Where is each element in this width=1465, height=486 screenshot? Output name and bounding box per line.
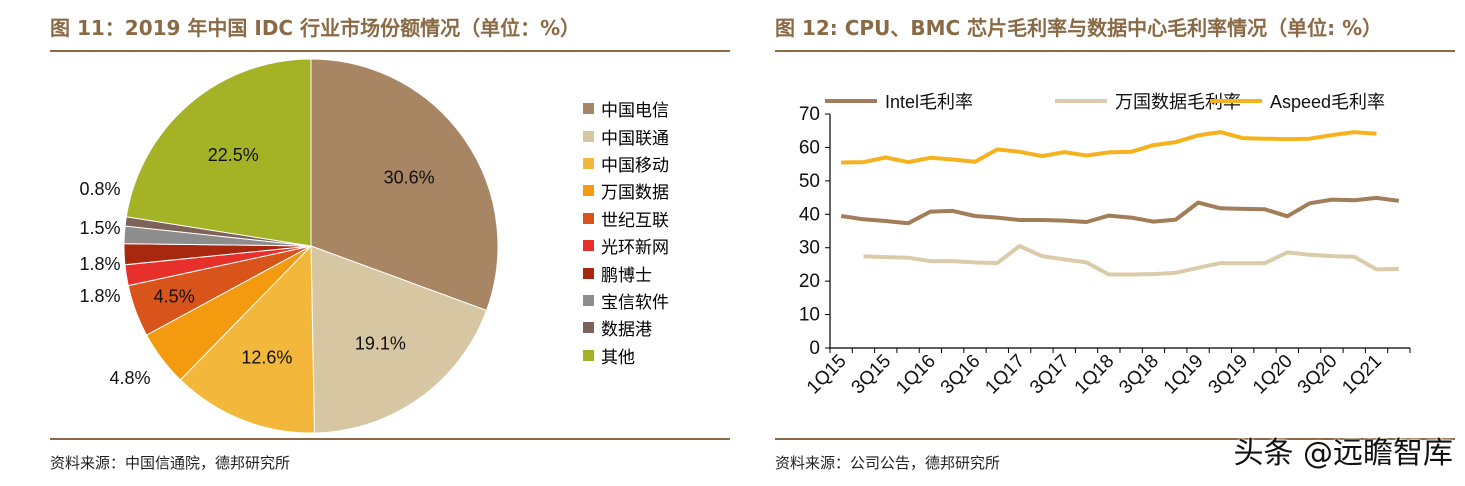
- pie-label-中国电信: 30.6%: [384, 168, 435, 188]
- pie-label-数据港: 0.8%: [79, 179, 120, 199]
- pie-slice-中国电信: [310, 58, 499, 312]
- x-tick-label: 3Q19: [1205, 351, 1253, 399]
- title-divider: [775, 50, 1455, 52]
- x-tick-label: 3Q17: [1026, 351, 1074, 399]
- x-tick-label: 1Q16: [892, 351, 940, 399]
- legend-label: 鹏博士: [601, 265, 652, 286]
- right-panel: 图 12: CPU、BMC 芯片毛利率与数据中心毛利率情况（单位: %） 0 10…: [770, 0, 1465, 486]
- legend-item-中国移动: 中国移动: [583, 150, 669, 177]
- legend-label: 中国联通: [601, 128, 669, 149]
- pie-label-万国数据: 4.8%: [109, 368, 150, 388]
- x-tick-label: 1Q19: [1160, 351, 1208, 399]
- x-tick-label: 1Q18: [1071, 351, 1119, 399]
- pie-label-中国联通: 19.1%: [355, 334, 406, 354]
- legend-swatch: [583, 157, 594, 169]
- source-divider: [775, 438, 1455, 440]
- y-tick-label: 40: [799, 204, 820, 225]
- legend-swatch: [583, 185, 594, 197]
- legend-item-中国联通: 中国联通: [583, 122, 669, 149]
- legend-item-其他: 其他: [583, 342, 669, 369]
- left-panel: 图 11：2019 年中国 IDC 行业市场份额情况（单位：%） 30.6% 19…: [50, 16, 730, 472]
- x-tick-label: 3Q18: [1115, 351, 1163, 399]
- pie-label-中国移动: 12.6%: [241, 347, 292, 367]
- line-chart: 0102030405060701Q153Q151Q163Q161Q173Q171…: [799, 92, 1411, 399]
- legend-swatch: [583, 212, 594, 224]
- legend-swatch: [583, 130, 594, 142]
- pie-label-其他: 22.5%: [208, 145, 259, 165]
- pie-legend: 中国电信中国联通中国移动万国数据世纪互联光环新网鹏博士宝信软件数据港其他: [583, 95, 669, 369]
- pie-label-光环新网: 1.8%: [79, 286, 120, 306]
- figure-12-title: 图 12: CPU、BMC 芯片毛利率与数据中心毛利率情况（单位: %）: [775, 16, 1383, 40]
- legend-swatch: [583, 294, 594, 306]
- title-divider: [50, 50, 730, 52]
- pie-label-鹏博士: 1.8%: [79, 254, 120, 274]
- legend-label: 其他: [601, 347, 635, 368]
- y-tick-label: 0: [809, 338, 820, 359]
- legend-swatch: [583, 267, 594, 279]
- legend-item-中国电信: 中国电信: [583, 95, 669, 122]
- legend-label-aspeed毛利率: Aspeed毛利率: [1270, 92, 1385, 112]
- figure-12-source: 资料来源：公司公告，德邦研究所: [775, 454, 1001, 472]
- x-tick-label: 1Q17: [981, 351, 1029, 399]
- x-tick-label: 3Q16: [937, 351, 985, 399]
- legend-label: 中国电信: [601, 101, 669, 122]
- legend-item-世纪互联: 世纪互联: [583, 205, 669, 232]
- figure-11-source: 资料来源：中国信通院，德邦研究所: [50, 454, 291, 472]
- y-tick-label: 30: [799, 238, 820, 259]
- watermark: 头条 @远瞻智库: [1233, 436, 1453, 471]
- legend-swatch: [583, 322, 594, 334]
- figure-11-title: 图 11：2019 年中国 IDC 行业市场份额情况（单位：%）: [50, 16, 581, 40]
- y-tick-label: 60: [799, 137, 820, 158]
- legend-label: 万国数据: [601, 183, 669, 204]
- pie-slice-中国联通: [310, 245, 488, 434]
- legend-swatch: [583, 103, 594, 115]
- pie-slice-中国移动: [179, 244, 316, 434]
- y-tick-label: 50: [799, 171, 820, 192]
- legend-label: 世纪互联: [601, 210, 669, 231]
- x-tick-label: 1Q21: [1338, 351, 1386, 399]
- legend-item-数据港: 数据港: [583, 314, 669, 341]
- legend-label: 中国移动: [601, 155, 669, 176]
- legend-label: 宝信软件: [601, 292, 669, 313]
- x-tick-label: 3Q20: [1294, 351, 1342, 399]
- legend-swatch: [583, 240, 594, 252]
- series-line-aspeed毛利率: [841, 130, 1377, 165]
- legend-item-宝信软件: 宝信软件: [583, 287, 669, 314]
- pie-label-世纪互联: 4.5%: [154, 287, 195, 307]
- legend-label: 数据港: [601, 320, 652, 341]
- legend-swatch: [583, 349, 594, 361]
- x-tick-label: 3Q15: [848, 351, 896, 399]
- source-divider: [50, 438, 730, 440]
- series-line-万国数据毛利率: [863, 244, 1399, 277]
- series-line-intel毛利率: [840, 195, 1400, 226]
- y-tick-label: 70: [799, 104, 820, 125]
- pie-label-宝信软件: 1.5%: [79, 218, 120, 238]
- legend-item-鹏博士: 鹏博士: [583, 259, 669, 286]
- pie-slice-其他: [125, 58, 312, 247]
- x-tick-label: 1Q20: [1249, 351, 1297, 399]
- pie-chart: 30.6% 19.1% 12.6% 4.8% 4.5% 1.8% 1.8% 1.5% 0.8% 2…: [79, 58, 499, 434]
- y-tick-label: 10: [799, 305, 820, 326]
- legend-item-万国数据: 万国数据: [583, 177, 669, 204]
- legend-item-光环新网: 光环新网: [583, 232, 669, 259]
- legend-label: 光环新网: [601, 238, 669, 259]
- y-tick-label: 20: [799, 271, 820, 292]
- legend-label-intel毛利率: Intel毛利率: [885, 92, 973, 112]
- legend-label-万国数据毛利率: 万国数据毛利率: [1115, 92, 1241, 112]
